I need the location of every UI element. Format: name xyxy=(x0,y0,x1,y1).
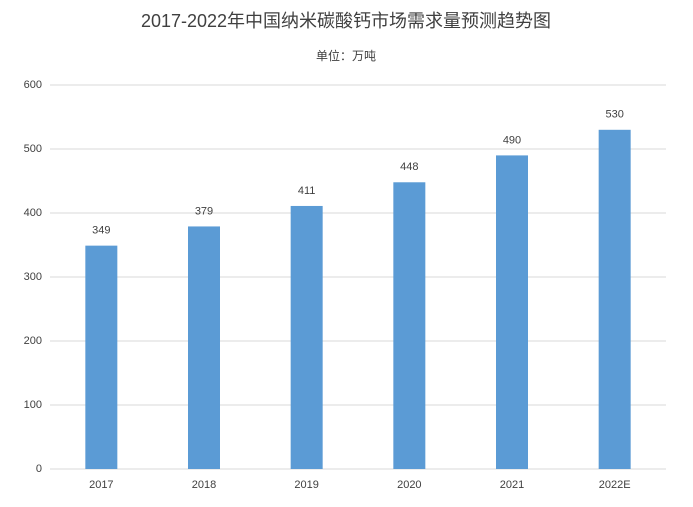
bar xyxy=(290,205,323,469)
y-tick-label: 0 xyxy=(36,463,42,475)
data-label: 530 xyxy=(605,109,623,121)
y-tick-label: 100 xyxy=(24,399,42,411)
data-label: 379 xyxy=(195,205,213,217)
y-tick-label: 500 xyxy=(24,143,42,155)
bar xyxy=(598,129,631,470)
y-tick-label: 200 xyxy=(24,335,42,347)
bar xyxy=(188,226,220,469)
x-tick-label: 2018 xyxy=(192,479,216,491)
x-tick-label: 2019 xyxy=(294,479,318,491)
bar xyxy=(85,245,118,469)
y-tick-label: 600 xyxy=(24,79,42,91)
data-label: 448 xyxy=(400,161,418,173)
y-tick-label: 400 xyxy=(24,207,42,219)
bar xyxy=(393,182,426,469)
bar xyxy=(496,155,528,469)
data-label: 490 xyxy=(503,134,521,146)
x-tick-label: 2017 xyxy=(89,479,113,491)
x-tick-label: 2021 xyxy=(500,479,524,491)
y-tick-label: 300 xyxy=(24,271,42,283)
x-tick-label: 2022E xyxy=(599,479,631,491)
data-label: 411 xyxy=(298,185,316,197)
chart-subtitle: 单位：万吨 xyxy=(316,48,376,63)
data-label: 349 xyxy=(92,225,110,237)
x-tick-label: 2020 xyxy=(397,479,421,491)
chart-title: 2017-2022年中国纳米碳酸钙市场需求量预测趋势图 xyxy=(141,11,551,31)
